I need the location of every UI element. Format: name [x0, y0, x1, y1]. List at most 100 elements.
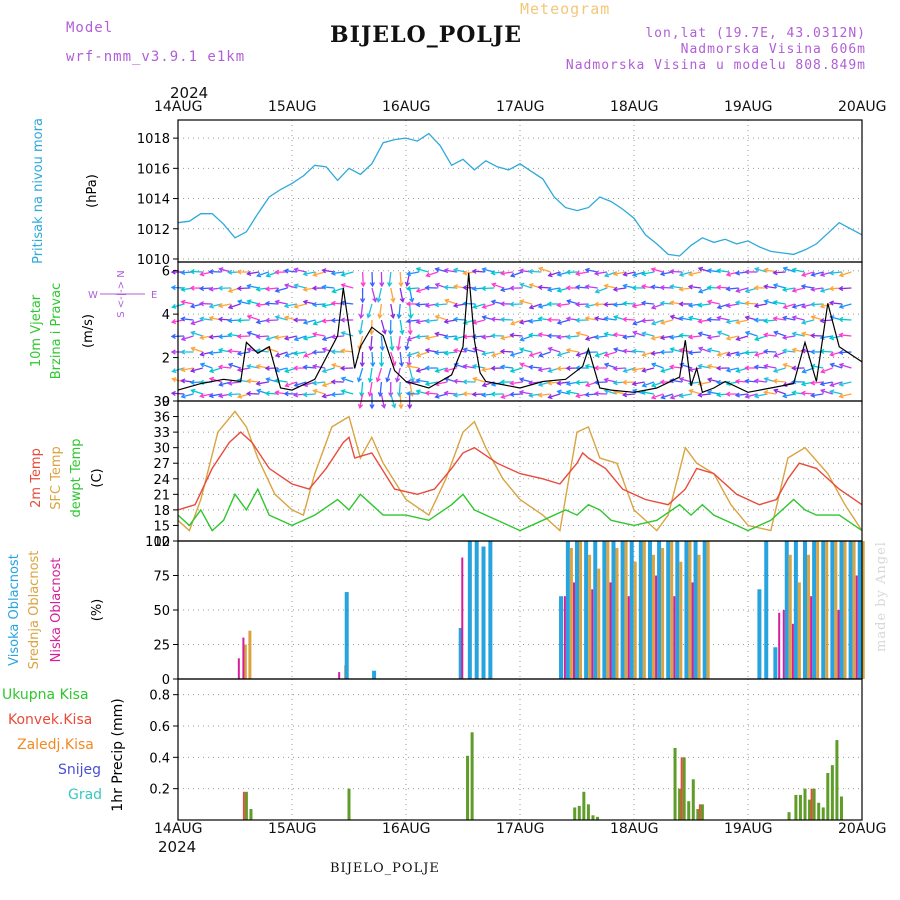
mid-cloud-bar [248, 630, 252, 679]
wind-arrow [604, 378, 617, 383]
wind-arrow [689, 303, 702, 307]
wind-arrow [595, 335, 608, 339]
wind-arrowhead [180, 378, 186, 384]
wind-arrow [557, 390, 570, 395]
wind-arrowhead [753, 364, 759, 370]
wind-arrowhead [725, 286, 731, 292]
wind-arrowhead [565, 285, 571, 291]
wind-arrowhead [716, 330, 722, 336]
date-tick-label: 14AUG [154, 821, 203, 837]
wind-arrowhead [801, 271, 807, 278]
wind-arrowhead [574, 284, 581, 290]
wind-arrowhead [274, 299, 280, 305]
wind-arrow [341, 301, 354, 305]
wind-unit: (m/s) [81, 314, 96, 348]
wind-arrowhead [518, 268, 524, 274]
wind-arrowhead [791, 315, 797, 321]
high-cloud-bar [821, 541, 826, 679]
wind-arrow [359, 319, 364, 334]
wind-arrowhead [265, 377, 271, 383]
wind-arrowhead [547, 346, 553, 352]
precip-axis-label: 1hr Precip (mm) [110, 698, 126, 811]
wind-arrowhead [659, 334, 665, 341]
wind-arrowhead [264, 317, 270, 323]
wind-arrowhead [340, 348, 346, 354]
wind-arrow [717, 351, 730, 356]
wind-arrow [191, 331, 203, 337]
total-precip-bar [249, 809, 253, 820]
high-cloud-bar [488, 541, 493, 679]
wind-arrowhead [331, 288, 337, 294]
wind-arrow [388, 271, 392, 286]
wind-arrowhead [773, 388, 779, 394]
wind-arrowhead [217, 347, 224, 353]
wind-arrow [726, 287, 739, 290]
wind-arrowhead [227, 362, 234, 368]
wind-arrow [632, 271, 645, 277]
wind-arrowhead [528, 392, 534, 398]
wind-arrowhead [180, 367, 186, 373]
wind-arrowhead [773, 352, 779, 358]
wind-arrowhead [180, 269, 186, 276]
wind-arrowhead [829, 389, 835, 395]
low-cloud-bar [855, 575, 858, 679]
wind-arrow [670, 315, 683, 321]
total-precip-bar [826, 773, 830, 820]
wind-arrow [378, 303, 383, 318]
wind-arrowhead [499, 348, 505, 355]
wind-arrow [444, 286, 457, 289]
wind-arrowhead [715, 365, 721, 371]
wind-arrowhead [369, 330, 375, 336]
wind-arrowhead [369, 282, 376, 288]
wind-arrowhead [556, 287, 562, 293]
wind-arrowhead [264, 365, 270, 371]
wind-arrow [830, 390, 843, 395]
wind-arrow [379, 381, 383, 396]
wind-arrow [632, 303, 645, 307]
wind-arrowhead [358, 329, 364, 336]
wind-arrow [435, 332, 448, 337]
wind-arrowhead [697, 318, 703, 324]
wind-arrow [811, 271, 824, 276]
wind-arrow [755, 267, 767, 273]
wind-arrowhead [199, 271, 205, 277]
wind-arrowhead [631, 285, 637, 291]
wind-arrowhead [227, 304, 234, 310]
wind-arrow [660, 335, 673, 339]
y-tick-label: 6 [162, 265, 170, 280]
cloud-unit: (%) [90, 599, 105, 622]
wind-arrowhead [819, 318, 825, 324]
wind-arrowhead [527, 268, 534, 275]
wind-arrowhead [190, 388, 196, 394]
wind-arrowhead [330, 270, 336, 276]
wind-arrow [371, 271, 374, 287]
total-precip-bar [582, 791, 586, 820]
wind-arrowhead [472, 376, 478, 382]
wind-arrowhead [678, 271, 685, 277]
wind-arrowhead [227, 380, 233, 386]
wind-arrow [764, 319, 777, 322]
wind-arrowhead [453, 362, 459, 368]
wind-arrowhead [415, 267, 421, 273]
wind-arrow [218, 366, 232, 369]
wind-arrowhead [688, 315, 694, 321]
wind-arrowhead [735, 287, 741, 293]
wind-arrowhead [668, 268, 675, 275]
wind-arrow [726, 319, 739, 323]
wind-arrowhead [800, 303, 807, 309]
wind-arrowhead [687, 302, 694, 308]
wind-arrowhead [208, 286, 214, 292]
wind-arrowhead [838, 303, 844, 309]
wind-arrowhead [415, 389, 421, 395]
wind-arrowhead [593, 365, 599, 371]
high-cloud-bar [481, 546, 486, 679]
wind-arrowhead [650, 362, 657, 368]
wind-arrowhead [772, 270, 778, 276]
wind-arrowhead [462, 379, 468, 385]
wind-arrow [623, 302, 636, 305]
wind-arrowhead [528, 304, 534, 310]
wind-arrow [717, 303, 730, 309]
wind-arrow [501, 271, 514, 275]
wind-arrowhead [613, 314, 619, 321]
wind-arrow [500, 318, 514, 321]
